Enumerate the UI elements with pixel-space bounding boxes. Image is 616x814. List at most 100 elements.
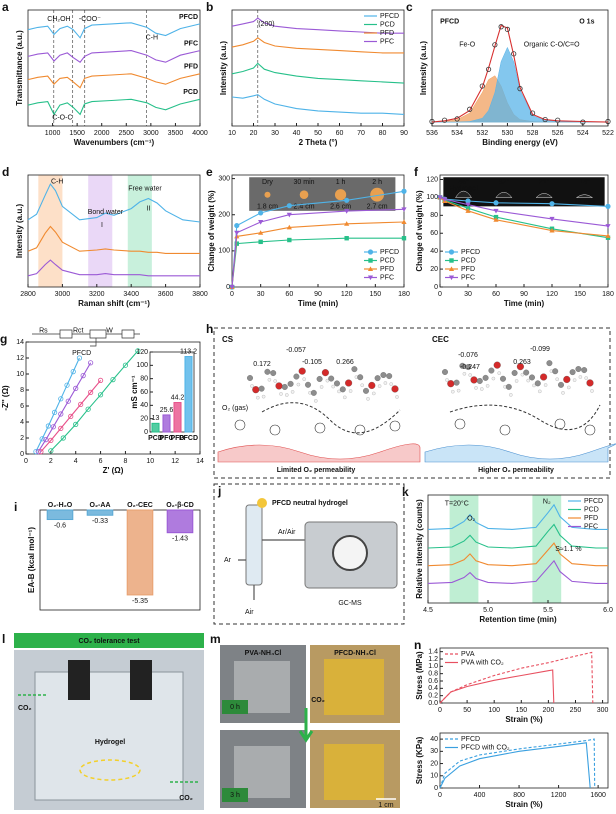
- line: [431, 24, 609, 123]
- atom-h: [590, 389, 594, 393]
- atom: [476, 378, 483, 384]
- atom-h: [343, 395, 347, 400]
- x-tick-label: 30: [271, 130, 279, 137]
- category-label: PCD: [148, 435, 163, 442]
- o2-bubble: [584, 424, 596, 436]
- legend-marker: [448, 249, 455, 255]
- annotation: W: [106, 328, 113, 335]
- point: [465, 198, 471, 204]
- droplet: [495, 191, 513, 198]
- atom: [380, 372, 387, 378]
- line: [439, 651, 594, 704]
- x-tick-label: 522: [602, 130, 614, 137]
- x-tick-label: 2500: [118, 130, 134, 137]
- charge-label: -0.105: [302, 359, 322, 366]
- component-label: GC-MS: [338, 600, 362, 607]
- point: [60, 435, 66, 441]
- legend-label: PFC: [461, 274, 475, 281]
- panel-letter: b: [206, 0, 213, 14]
- legend-label: PFCD: [461, 249, 480, 256]
- line: [231, 62, 405, 84]
- y-tick-label: 1.0: [428, 663, 438, 670]
- atom-h: [485, 384, 490, 388]
- legend-label: PFC: [380, 38, 394, 45]
- atom: [386, 373, 393, 380]
- y-axis-label: Intensity (a.u.): [419, 41, 428, 96]
- x-tick-label: 180: [602, 291, 614, 298]
- legend-marker: [368, 258, 373, 263]
- atom: [293, 373, 300, 380]
- panel-frame: [213, 483, 405, 625]
- y-axis-label: -Z'' (Ω): [1, 385, 10, 411]
- bar: [166, 509, 194, 534]
- point: [493, 200, 499, 206]
- legend-label: PVA with CO₂: [461, 659, 504, 666]
- y-axis-label: Intensity (a.u.): [15, 204, 24, 259]
- legend-label: PFCD: [380, 249, 399, 256]
- gas-label: O₂ (gas): [222, 405, 248, 412]
- line: [27, 50, 201, 63]
- x-axis-label: 2 Theta (°): [299, 138, 338, 147]
- point: [442, 197, 448, 202]
- panel-letter: h: [206, 322, 213, 336]
- atom: [281, 384, 288, 390]
- y-tick-label: 12: [16, 355, 24, 362]
- membrane: [424, 443, 616, 463]
- x-axis-label: Z' (Ω): [103, 466, 124, 475]
- bar: [184, 356, 193, 433]
- point: [73, 385, 79, 391]
- value-label: -0.33: [92, 518, 108, 525]
- inset-sublabel: 2.7 cm: [367, 204, 388, 211]
- panel-letter: j: [217, 484, 221, 498]
- column: [245, 504, 263, 586]
- annotation: (200): [258, 21, 274, 28]
- component-label: Ar: [224, 557, 232, 564]
- time-tag: [222, 788, 248, 802]
- line: [27, 259, 200, 277]
- flow-arrow: [449, 404, 601, 431]
- point: [485, 66, 492, 72]
- x-tick-label: 10: [228, 130, 236, 137]
- panel-letter: f: [414, 165, 419, 179]
- inset-tag: Hydrogel: [450, 186, 478, 193]
- y-tick-label: 6: [20, 403, 24, 410]
- point: [344, 197, 350, 203]
- bar: [126, 509, 154, 596]
- x-axis-label: Strain (%): [505, 715, 543, 724]
- x-axis-label: Retention time (min): [479, 615, 557, 624]
- point: [401, 236, 407, 241]
- line: [427, 523, 608, 549]
- y-tick-label: 0.0: [428, 700, 438, 707]
- point: [344, 221, 350, 226]
- atom: [351, 366, 358, 373]
- y-tick-label: 200: [218, 212, 230, 219]
- point: [437, 195, 443, 200]
- panel-letter: m: [210, 632, 221, 646]
- o2-bubble: [269, 424, 281, 436]
- atom-h: [509, 393, 513, 397]
- line: [27, 182, 201, 223]
- inset-label: 14°: [579, 178, 590, 186]
- point: [65, 398, 71, 404]
- x-tick-label: 0: [24, 458, 28, 465]
- highlight-band: [38, 175, 63, 287]
- line: [427, 559, 608, 584]
- x-tick-label: 90: [520, 291, 528, 298]
- x-tick-label: 150: [515, 707, 527, 714]
- atom-h: [555, 377, 559, 381]
- annotation: T=20°C: [445, 499, 469, 507]
- atom: [581, 367, 588, 374]
- point: [454, 116, 460, 122]
- panel-subtitle: CS: [222, 335, 234, 344]
- atom-h: [273, 379, 277, 383]
- atom: [247, 375, 253, 381]
- droplet: [455, 190, 472, 198]
- legend-label: PFD: [380, 266, 394, 273]
- y-axis-label: Change of weight (%): [415, 190, 424, 272]
- point: [135, 348, 141, 354]
- x-tick-label: 30: [257, 291, 265, 298]
- x-tick-label: 60: [492, 291, 500, 298]
- point: [51, 409, 58, 415]
- y-tick-label: 2: [20, 435, 24, 442]
- annotation: Fe-O: [459, 42, 476, 49]
